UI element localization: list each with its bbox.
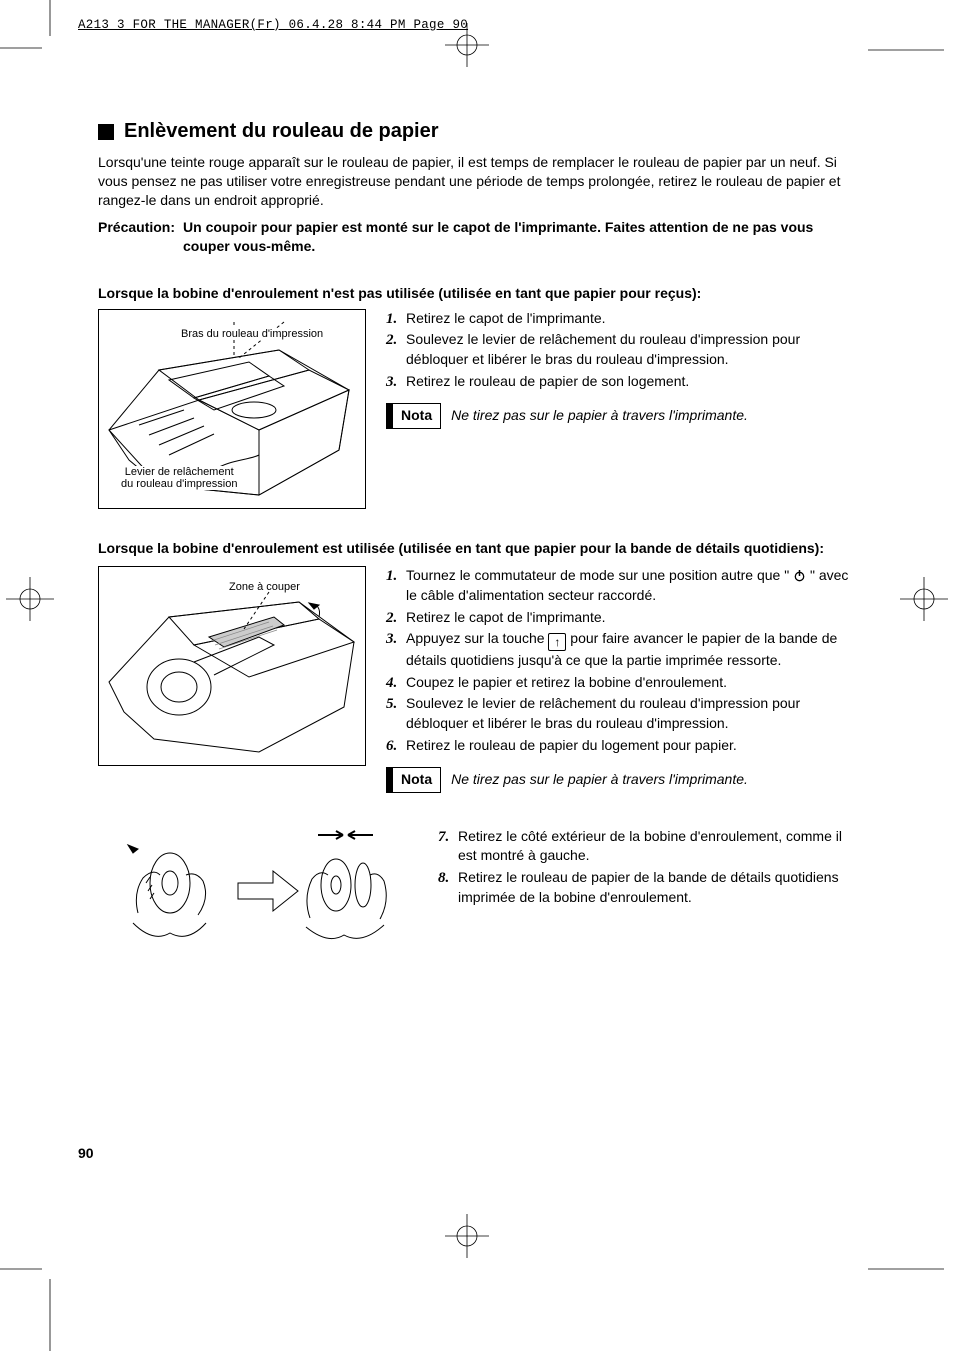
step-1-1: 1.Retirez le capot de l'imprimante. bbox=[386, 309, 858, 329]
crop-mark-br bbox=[854, 1261, 954, 1351]
diagram1-label-bottom: Levier de relâchement du rouleau d'impre… bbox=[119, 466, 239, 490]
spool-removal-diagram bbox=[98, 823, 398, 953]
diagram1-label-top: Bras du rouleau d'impression bbox=[179, 328, 325, 340]
step-3-7: 7.Retirez le côté extérieur de la bobine… bbox=[438, 827, 858, 866]
intro-paragraph: Lorsqu'une teinte rouge apparaît sur le … bbox=[98, 153, 858, 210]
square-bullet-icon bbox=[98, 124, 114, 140]
crop-mark-tl bbox=[0, 0, 60, 60]
diagram-3 bbox=[98, 823, 398, 958]
section-2-row: Zone à couper 1. Tournez le commutateur … bbox=[98, 566, 858, 792]
step-2-1: 1. Tournez le commutateur de mode sur un… bbox=[386, 566, 858, 605]
nota-2: Nota Ne tirez pas sur le papier à traver… bbox=[386, 767, 748, 793]
step-1-2: 2.Soulevez le levier de relâchement du r… bbox=[386, 330, 858, 369]
nota-box: Nota bbox=[386, 403, 441, 429]
step-1-3: 3.Retirez le rouleau de papier de son lo… bbox=[386, 372, 858, 392]
section-title: Enlèvement du rouleau de papier bbox=[98, 120, 858, 143]
section-title-text: Enlèvement du rouleau de papier bbox=[124, 120, 439, 143]
crop-mark-bl bbox=[0, 1261, 60, 1351]
step-2-6: 6.Retirez le rouleau de papier du logeme… bbox=[386, 736, 858, 756]
diagram-2: Zone à couper bbox=[98, 566, 366, 766]
steps-1: 1.Retirez le capot de l'imprimante. 2.So… bbox=[386, 309, 858, 429]
subheading-2: Lorsque la bobine d'enroulement est util… bbox=[98, 539, 858, 559]
step-2-5: 5.Soulevez le levier de relâchement du r… bbox=[386, 694, 858, 733]
subheading-1: Lorsque la bobine d'enroulement n'est pa… bbox=[98, 285, 858, 301]
step-2-4: 4.Coupez le papier et retirez la bobine … bbox=[386, 673, 858, 693]
precaution: Précaution: Un coupoir pour papier est m… bbox=[98, 218, 858, 257]
nota-1-text: Ne tirez pas sur le papier à travers l'i… bbox=[451, 406, 748, 426]
registration-mark-top bbox=[442, 20, 492, 70]
step-3-8: 8.Retirez le rouleau de papier de la ban… bbox=[438, 868, 858, 907]
steps-2: 1. Tournez le commutateur de mode sur un… bbox=[386, 566, 858, 792]
section-3-row: 7.Retirez le côté extérieur de la bobine… bbox=[98, 823, 858, 958]
precaution-label: Précaution: bbox=[98, 218, 175, 257]
page-content: Enlèvement du rouleau de papier Lorsqu'u… bbox=[98, 120, 858, 958]
step-2-3: 3. Appuyez sur la touche ↑ pour faire av… bbox=[386, 629, 858, 671]
registration-mark-left bbox=[0, 574, 60, 624]
registration-mark-right bbox=[894, 574, 954, 624]
steps-3: 7.Retirez le côté extérieur de la bobine… bbox=[438, 823, 858, 909]
nota-box-2: Nota bbox=[386, 767, 441, 793]
nota-1: Nota Ne tirez pas sur le papier à traver… bbox=[386, 403, 748, 429]
crop-mark-tr bbox=[854, 0, 954, 60]
up-arrow-key-icon: ↑ bbox=[548, 633, 566, 651]
nota-2-text: Ne tirez pas sur le papier à travers l'i… bbox=[451, 770, 748, 790]
print-header: A213_3 FOR THE MANAGER(Fr) 06.4.28 8:44 … bbox=[78, 18, 468, 32]
registration-mark-bottom bbox=[442, 1211, 492, 1261]
page-number: 90 bbox=[78, 1145, 94, 1161]
power-icon bbox=[793, 569, 806, 582]
diagram-1: Bras du rouleau d'impression Levier de r… bbox=[98, 309, 366, 509]
diagram2-label: Zone à couper bbox=[229, 581, 300, 593]
step-2-2: 2.Retirez le capot de l'imprimante. bbox=[386, 608, 858, 628]
section-1-row: Bras du rouleau d'impression Levier de r… bbox=[98, 309, 858, 509]
printer-diagram-2 bbox=[99, 567, 365, 765]
precaution-text: Un coupoir pour papier est monté sur le … bbox=[183, 218, 858, 257]
